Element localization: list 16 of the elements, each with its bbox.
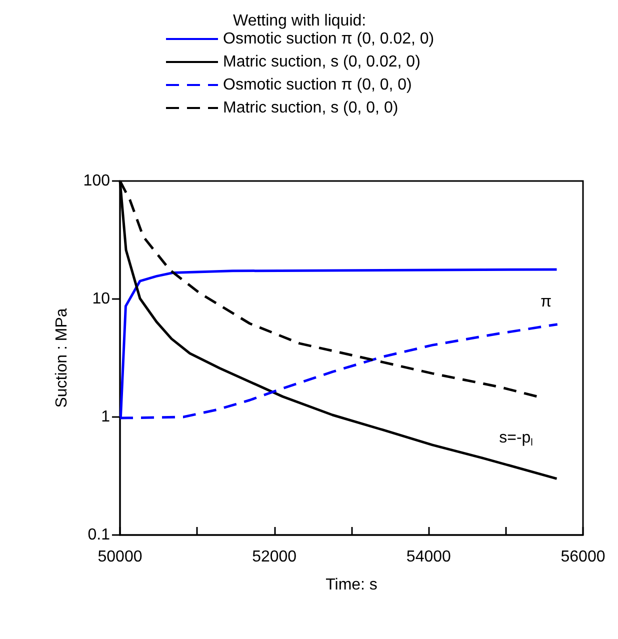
y-tick-label: 10 xyxy=(92,290,110,308)
y-tick-label: 100 xyxy=(83,172,110,190)
x-tick-label: 54000 xyxy=(406,548,452,566)
legend-label: Matric suction, s (0, 0.02, 0) xyxy=(223,54,420,70)
legend-label: Osmotic suction π (0, 0, 0) xyxy=(223,76,412,94)
y-tick-label: 1 xyxy=(101,408,110,426)
legend-label: Osmotic suction π (0, 0.02, 0) xyxy=(223,30,434,48)
legend-label: Matric suction, s (0, 0, 0) xyxy=(223,100,398,116)
x-tick-label: 56000 xyxy=(560,548,606,566)
annotation: π xyxy=(540,294,552,310)
y-axis-title: Suction : MPa xyxy=(54,308,70,408)
legend-title: Wetting with liquid: xyxy=(233,12,366,30)
x-axis-title: Time: s xyxy=(326,576,378,594)
x-tick-label: 52000 xyxy=(252,548,297,566)
y-tick-label: 0.1 xyxy=(88,526,110,544)
x-tick-label: 50000 xyxy=(98,548,142,566)
